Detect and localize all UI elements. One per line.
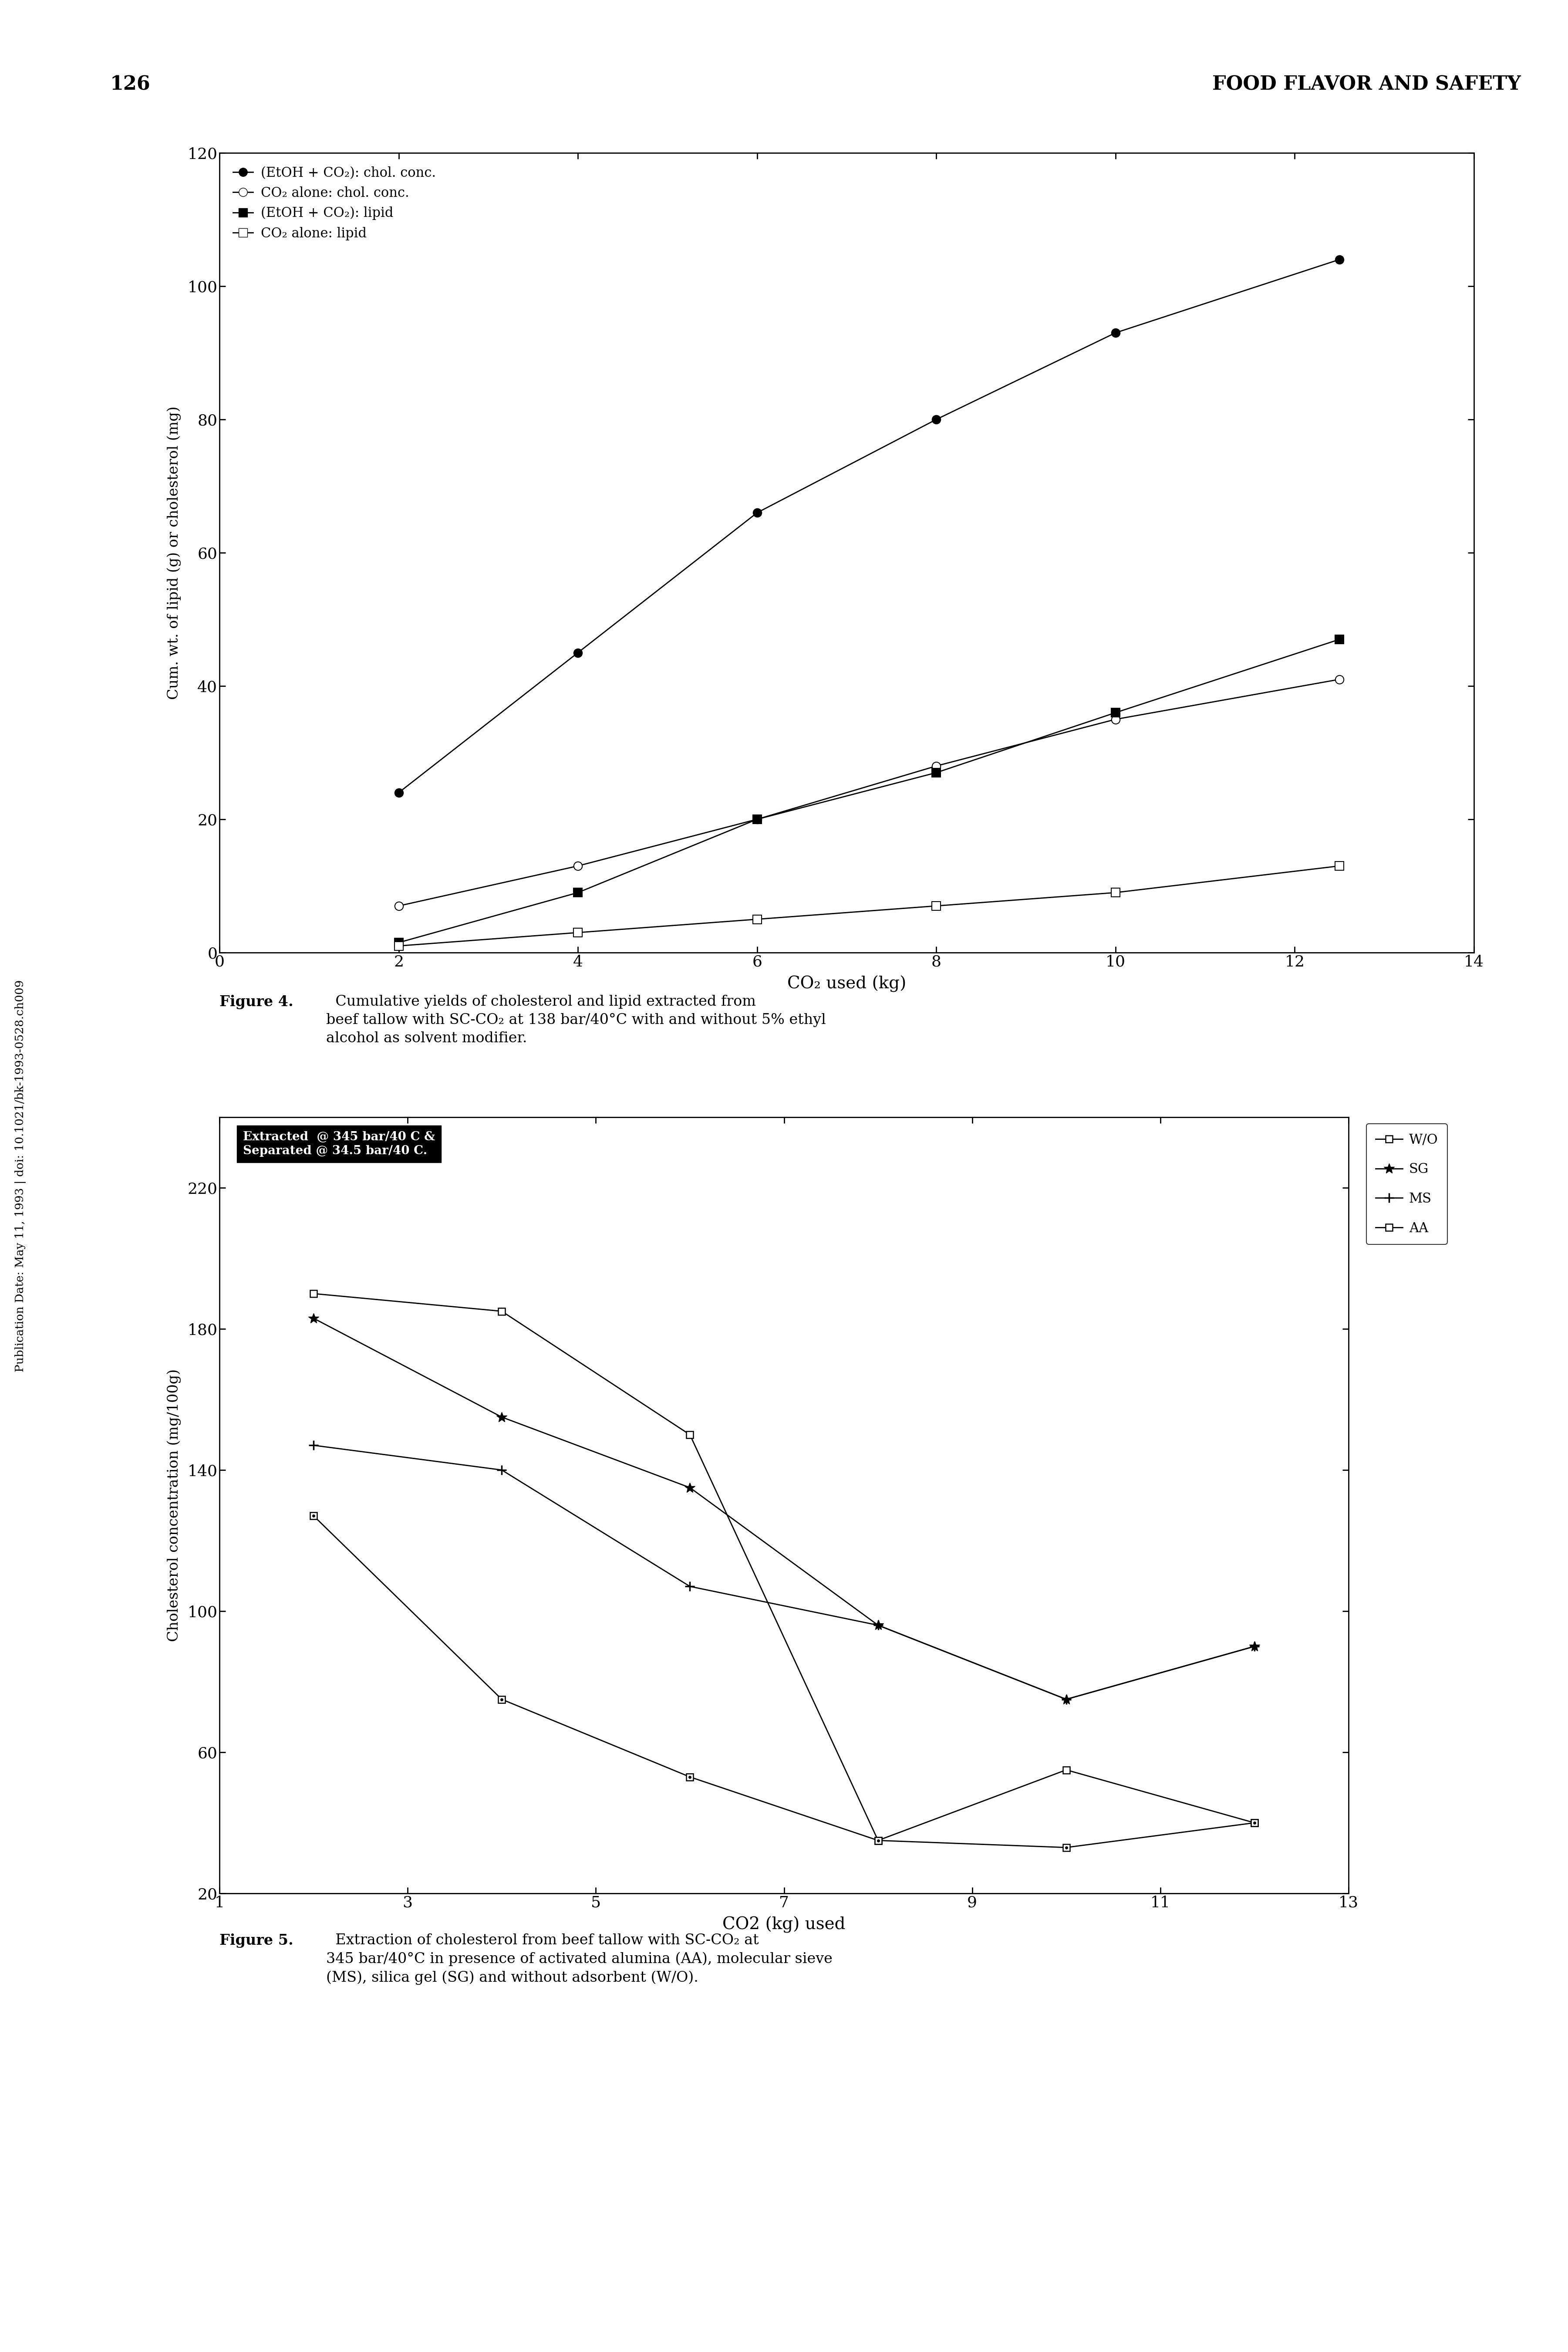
MS — [304, 1430, 323, 1458]
X-axis label: CO₂ used (kg): CO₂ used (kg) — [787, 976, 906, 993]
Y-axis label: Cholesterol concentration (mg/100g): Cholesterol concentration (mg/100g) — [168, 1369, 182, 1642]
W/O — [869, 1825, 887, 1853]
W/O — [492, 1298, 511, 1327]
Text: Extracted  @ 345 bar/40 C &
Separated @ 34.5 bar/40 C.: Extracted @ 345 bar/40 C & Separated @ 3… — [243, 1131, 436, 1157]
AA — [1245, 1809, 1264, 1837]
MS — [681, 1573, 699, 1602]
W/O — [1245, 1809, 1264, 1837]
Y-axis label: Cum. wt. of lipid (g) or cholesterol (mg): Cum. wt. of lipid (g) or cholesterol (mg… — [168, 407, 182, 699]
Legend: (EtOH + CO₂): chol. conc., CO₂ alone: chol. conc., (EtOH + CO₂): lipid, CO₂ alon: (EtOH + CO₂): chol. conc., CO₂ alone: ch… — [226, 160, 442, 247]
Text: Figure 5.: Figure 5. — [220, 1933, 293, 1947]
AA — [1057, 1835, 1076, 1863]
SG — [1057, 1684, 1076, 1712]
Text: Publication Date: May 11, 1993 | doi: 10.1021/bk-1993-0528.ch009: Publication Date: May 11, 1993 | doi: 10… — [14, 981, 27, 1371]
Text: Extraction of cholesterol from beef tallow with SC-CO₂ at
345 bar/40°C in presen: Extraction of cholesterol from beef tall… — [326, 1933, 833, 1985]
Line: AA: AA — [310, 1512, 1258, 1851]
AA — [869, 1825, 887, 1853]
AA — [681, 1764, 699, 1792]
Line: SG: SG — [309, 1312, 1259, 1705]
W/O — [304, 1279, 323, 1308]
Text: FOOD FLAVOR AND SAFETY: FOOD FLAVOR AND SAFETY — [1212, 75, 1521, 94]
W/O — [681, 1421, 699, 1449]
X-axis label: CO2 (kg) used: CO2 (kg) used — [723, 1917, 845, 1933]
Line: W/O: W/O — [310, 1289, 1258, 1844]
SG — [492, 1402, 511, 1430]
Legend: W/O, SG, MS, AA: W/O, SG, MS, AA — [1366, 1124, 1447, 1244]
W/O — [1057, 1755, 1076, 1783]
MS — [1245, 1632, 1264, 1661]
MS — [869, 1611, 887, 1639]
Text: Cumulative yields of cholesterol and lipid extracted from
beef tallow with SC-CO: Cumulative yields of cholesterol and lip… — [326, 995, 826, 1047]
Text: Figure 4.: Figure 4. — [220, 995, 293, 1009]
Text: 126: 126 — [110, 75, 151, 94]
AA — [492, 1684, 511, 1712]
AA — [304, 1503, 323, 1531]
SG — [681, 1472, 699, 1503]
SG — [304, 1303, 323, 1331]
MS — [1057, 1684, 1076, 1712]
SG — [1245, 1632, 1264, 1661]
MS — [492, 1456, 511, 1484]
SG — [869, 1611, 887, 1639]
Line: MS: MS — [309, 1439, 1259, 1705]
